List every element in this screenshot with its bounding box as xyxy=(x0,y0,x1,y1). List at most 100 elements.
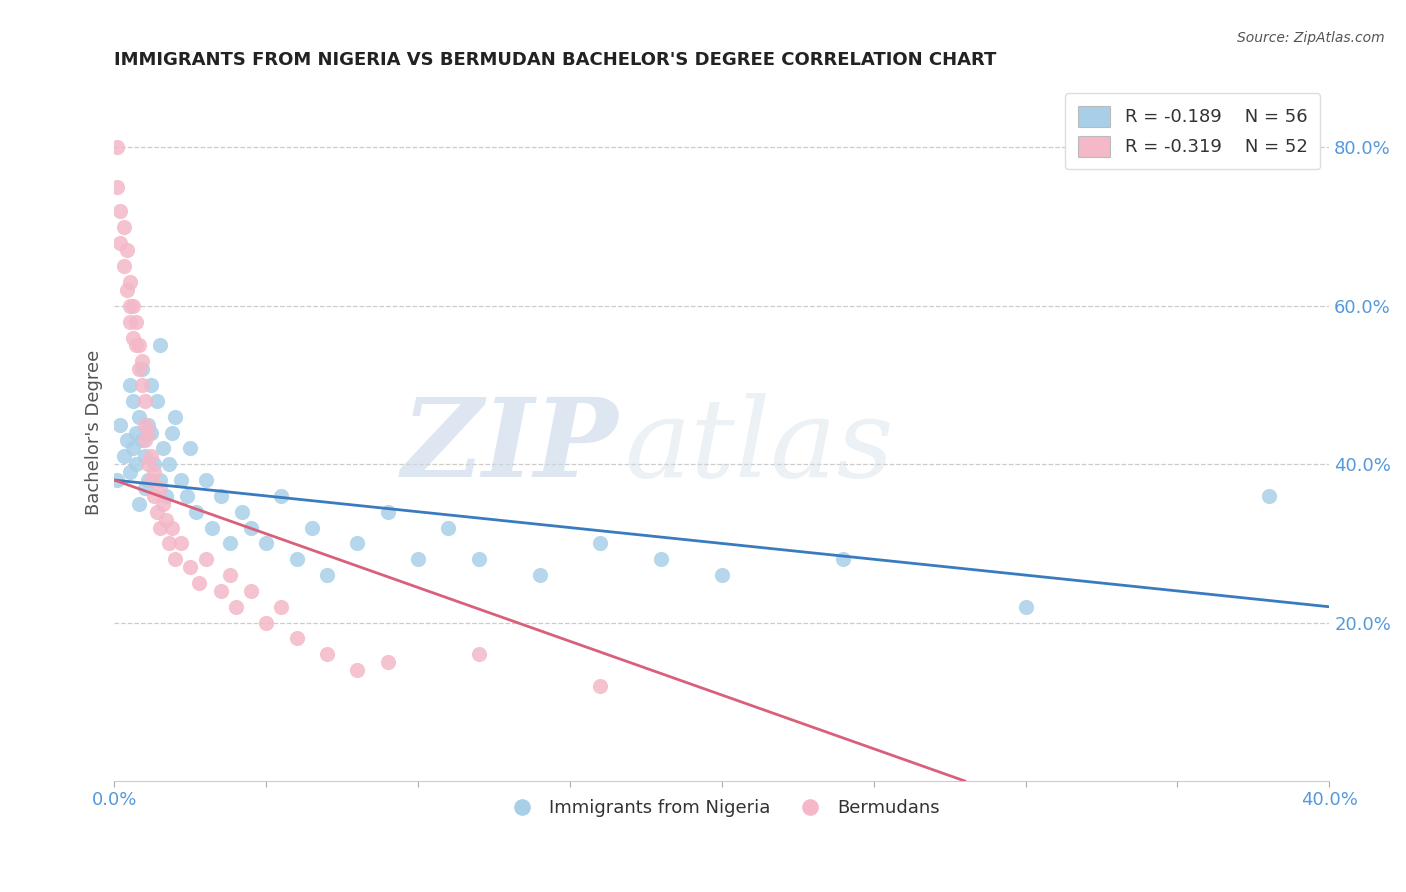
Point xyxy=(377,655,399,669)
Point xyxy=(270,489,292,503)
Point xyxy=(121,299,143,313)
Point xyxy=(136,417,159,432)
Point xyxy=(134,417,156,432)
Point xyxy=(139,473,162,487)
Point xyxy=(149,473,172,487)
Point xyxy=(107,473,129,487)
Point xyxy=(131,434,153,448)
Point xyxy=(316,568,339,582)
Point xyxy=(136,425,159,440)
Point xyxy=(301,520,323,534)
Point xyxy=(529,568,551,582)
Point xyxy=(121,330,143,344)
Point xyxy=(134,450,156,464)
Point xyxy=(121,393,143,408)
Point xyxy=(134,481,156,495)
Point xyxy=(131,354,153,368)
Point xyxy=(179,442,201,456)
Point xyxy=(218,536,240,550)
Point xyxy=(128,362,150,376)
Point xyxy=(124,315,146,329)
Point xyxy=(121,442,143,456)
Point xyxy=(118,299,141,313)
Point xyxy=(285,552,308,566)
Point xyxy=(155,513,177,527)
Point xyxy=(188,576,211,591)
Point xyxy=(110,417,132,432)
Point xyxy=(118,275,141,289)
Point xyxy=(152,442,174,456)
Point xyxy=(146,505,169,519)
Point xyxy=(155,489,177,503)
Point xyxy=(1014,599,1036,614)
Point xyxy=(285,632,308,646)
Point xyxy=(139,425,162,440)
Point xyxy=(468,648,491,662)
Point xyxy=(110,203,132,218)
Point xyxy=(112,450,135,464)
Text: ZIP: ZIP xyxy=(402,392,619,500)
Point xyxy=(468,552,491,566)
Point xyxy=(437,520,460,534)
Point xyxy=(142,457,165,471)
Point xyxy=(131,378,153,392)
Point xyxy=(160,425,183,440)
Point xyxy=(316,648,339,662)
Point xyxy=(194,473,217,487)
Text: atlas: atlas xyxy=(624,392,894,500)
Point xyxy=(589,536,612,550)
Point xyxy=(240,520,263,534)
Point xyxy=(240,583,263,598)
Point xyxy=(225,599,247,614)
Point xyxy=(157,457,180,471)
Point xyxy=(115,434,138,448)
Point xyxy=(131,362,153,376)
Y-axis label: Bachelor's Degree: Bachelor's Degree xyxy=(86,350,103,516)
Point xyxy=(107,180,129,194)
Point xyxy=(218,568,240,582)
Point xyxy=(270,599,292,614)
Point xyxy=(176,489,198,503)
Text: Source: ZipAtlas.com: Source: ZipAtlas.com xyxy=(1237,31,1385,45)
Point xyxy=(1257,489,1279,503)
Point xyxy=(160,520,183,534)
Point xyxy=(165,552,187,566)
Point xyxy=(209,583,232,598)
Point xyxy=(589,679,612,693)
Point xyxy=(118,378,141,392)
Point xyxy=(149,520,172,534)
Point xyxy=(107,140,129,154)
Point xyxy=(152,497,174,511)
Point xyxy=(157,536,180,550)
Point xyxy=(128,497,150,511)
Point xyxy=(128,338,150,352)
Point xyxy=(231,505,253,519)
Point xyxy=(200,520,222,534)
Point xyxy=(170,536,193,550)
Point xyxy=(209,489,232,503)
Text: IMMIGRANTS FROM NIGERIA VS BERMUDAN BACHELOR'S DEGREE CORRELATION CHART: IMMIGRANTS FROM NIGERIA VS BERMUDAN BACH… xyxy=(114,51,997,69)
Point xyxy=(112,219,135,234)
Point xyxy=(124,338,146,352)
Point xyxy=(179,560,201,574)
Point xyxy=(254,615,277,630)
Legend: Immigrants from Nigeria, Bermudans: Immigrants from Nigeria, Bermudans xyxy=(496,792,948,824)
Point xyxy=(165,409,187,424)
Point xyxy=(136,473,159,487)
Point xyxy=(406,552,429,566)
Point xyxy=(346,663,368,677)
Point xyxy=(124,457,146,471)
Point xyxy=(115,283,138,297)
Point xyxy=(832,552,855,566)
Point xyxy=(139,378,162,392)
Point xyxy=(124,425,146,440)
Point xyxy=(112,259,135,273)
Point xyxy=(142,489,165,503)
Point xyxy=(254,536,277,550)
Point xyxy=(118,315,141,329)
Point xyxy=(128,409,150,424)
Point xyxy=(118,465,141,479)
Point xyxy=(134,393,156,408)
Point xyxy=(115,244,138,258)
Point xyxy=(134,434,156,448)
